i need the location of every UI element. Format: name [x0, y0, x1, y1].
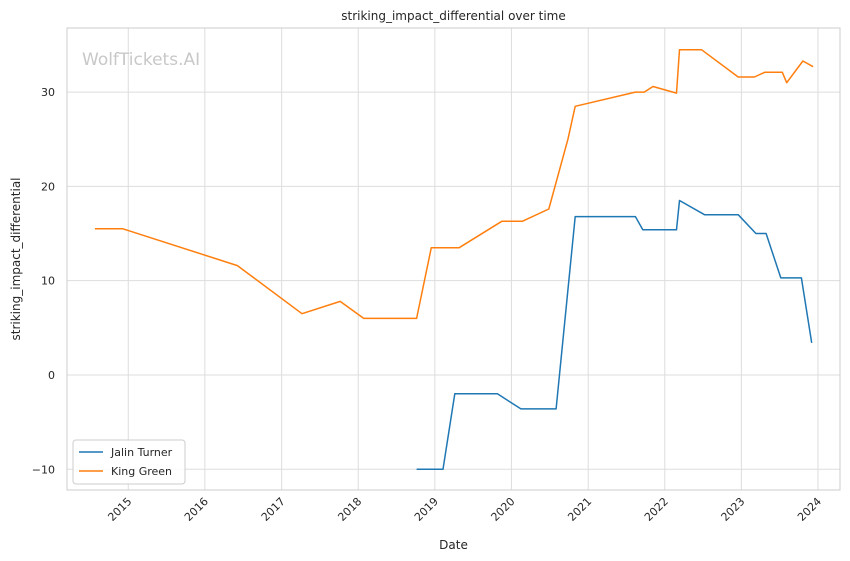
x-tick-label: 2021 [565, 495, 594, 524]
x-tick-label: 2024 [795, 495, 824, 524]
series-layer [94, 48, 814, 471]
chart-title: striking_impact_differential over time [341, 9, 566, 23]
x-axis-label: Date [439, 538, 468, 552]
x-tick-label: 2018 [335, 495, 364, 524]
x-tick-label: 2017 [259, 495, 288, 524]
y-tick-label: 30 [41, 86, 55, 99]
y-tick-label: −10 [32, 463, 55, 476]
x-tick-label: 2023 [719, 495, 748, 524]
series-line-king-green [94, 48, 814, 320]
grid [67, 28, 840, 490]
legend-box [72, 439, 186, 485]
x-axis-ticks: 2015 2016 2017 2018 2019 2020 2021 2022 2023 2024 [105, 495, 824, 524]
y-tick-label: 10 [41, 275, 55, 288]
legend-label: Jalin Turner [110, 446, 173, 459]
watermark-text: WolfTickets.AI [82, 50, 200, 70]
x-tick-label: 2019 [412, 495, 441, 524]
series-line-jalin-turner [416, 199, 813, 471]
x-tick-label: 2016 [182, 495, 211, 524]
x-tick-label: 2020 [489, 495, 518, 524]
legend: Jalin Turner King Green [72, 439, 186, 485]
y-tick-label: 20 [41, 180, 55, 193]
plot-frame [66, 27, 841, 491]
y-tick-label: 0 [48, 369, 55, 382]
x-tick-label: 2015 [105, 495, 134, 524]
x-tick-label: 2022 [642, 495, 671, 524]
plot-background [67, 28, 840, 490]
legend-label: King Green [111, 465, 172, 478]
y-axis-label: striking_impact_differential [9, 177, 23, 340]
y-axis-ticks: −10 0 10 20 30 [32, 86, 55, 476]
